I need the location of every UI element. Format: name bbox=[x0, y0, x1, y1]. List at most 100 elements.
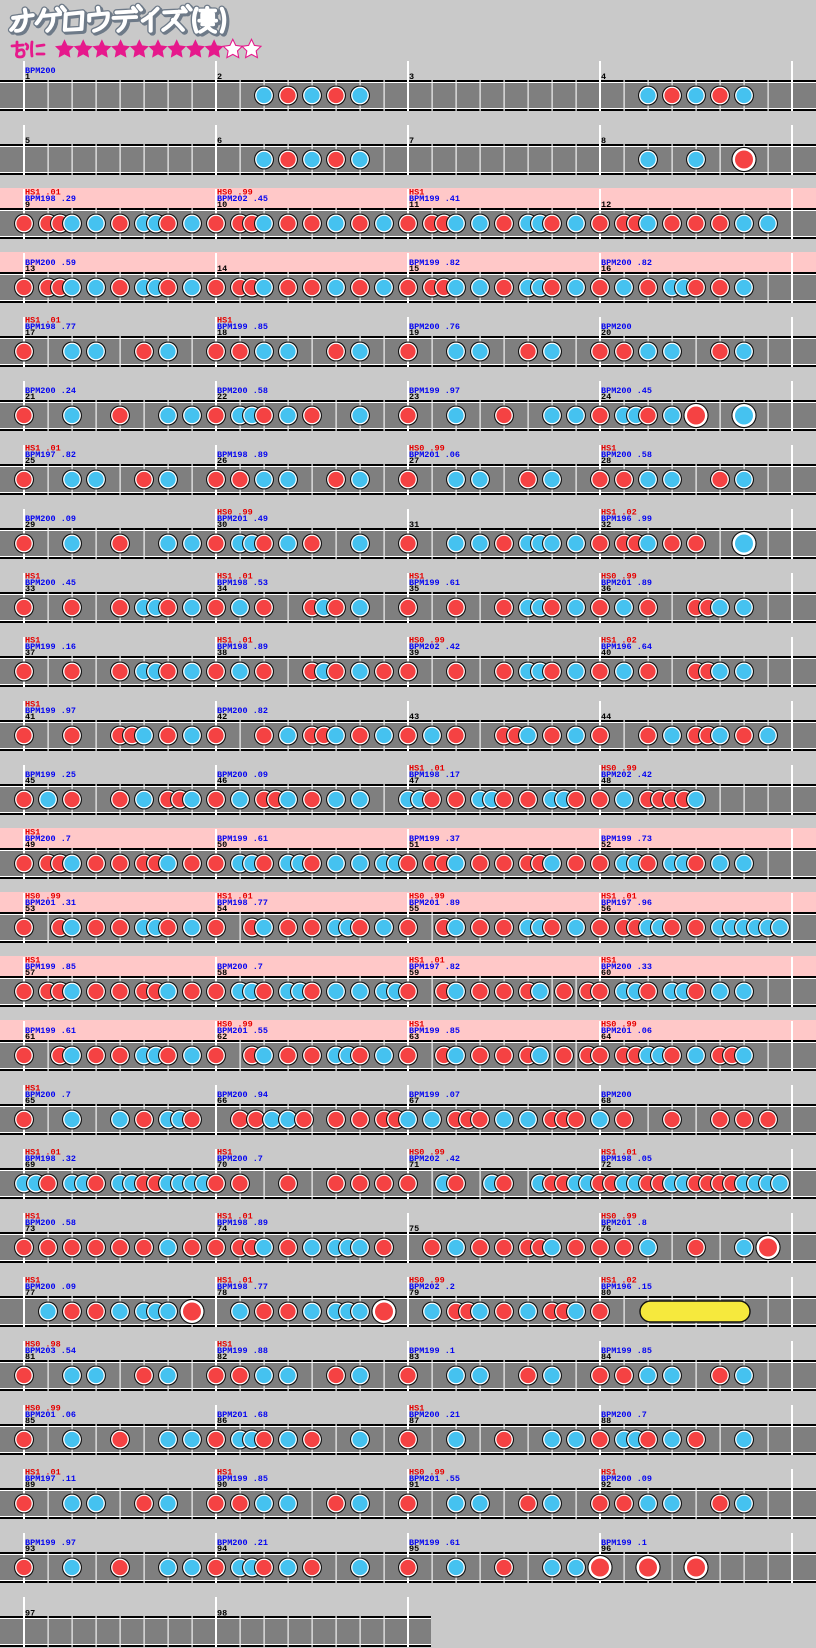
svg-text:BPM197 .11: BPM197 .11 bbox=[25, 1474, 76, 1484]
svg-text:BPM200 .09: BPM200 .09 bbox=[25, 514, 76, 524]
svg-text:BPM198 .17: BPM198 .17 bbox=[409, 770, 460, 780]
svg-text:BPM200 .33: BPM200 .33 bbox=[601, 962, 652, 972]
svg-text:40: 40 bbox=[601, 648, 611, 658]
svg-text:BPM199 .85: BPM199 .85 bbox=[409, 1026, 460, 1036]
svg-text:93: 93 bbox=[25, 1544, 35, 1554]
svg-text:BPM199 .61: BPM199 .61 bbox=[409, 1538, 460, 1548]
svg-text:BPM200 .59: BPM200 .59 bbox=[25, 258, 76, 268]
svg-text:94: 94 bbox=[217, 1544, 227, 1554]
svg-text:BPM199 .61: BPM199 .61 bbox=[25, 1026, 76, 1036]
svg-text:BPM198 .89: BPM198 .89 bbox=[217, 642, 268, 652]
svg-text:30: 30 bbox=[217, 520, 227, 530]
svg-text:BPM199 .85: BPM199 .85 bbox=[25, 962, 76, 972]
svg-text:BPM196 .64: BPM196 .64 bbox=[601, 642, 652, 652]
svg-text:74: 74 bbox=[217, 1224, 227, 1234]
svg-text:BPM199 .97: BPM199 .97 bbox=[409, 386, 460, 396]
svg-text:61: 61 bbox=[25, 1032, 35, 1042]
svg-text:37: 37 bbox=[25, 648, 35, 658]
svg-text:BPM199 .85: BPM199 .85 bbox=[601, 1346, 652, 1356]
svg-text:BPM200 .58: BPM200 .58 bbox=[601, 450, 652, 460]
svg-text:HS1 .02: HS1 .02 bbox=[601, 508, 637, 518]
svg-text:77: 77 bbox=[25, 1288, 35, 1298]
svg-text:HS1: HS1 bbox=[25, 1276, 40, 1286]
svg-text:HS1: HS1 bbox=[25, 572, 40, 582]
svg-text:BPM201 .55: BPM201 .55 bbox=[217, 1026, 268, 1036]
svg-text:BPM198 .53: BPM198 .53 bbox=[217, 578, 268, 588]
svg-text:69: 69 bbox=[25, 1160, 35, 1170]
svg-text:13: 13 bbox=[25, 264, 35, 274]
svg-text:BPM201 .06: BPM201 .06 bbox=[25, 1410, 76, 1420]
svg-text:36: 36 bbox=[601, 584, 611, 594]
svg-text:BPM202 .42: BPM202 .42 bbox=[409, 1154, 460, 1164]
svg-text:HS1: HS1 bbox=[25, 828, 40, 838]
svg-text:BPM200 .7: BPM200 .7 bbox=[25, 834, 71, 844]
svg-text:58: 58 bbox=[217, 968, 227, 978]
svg-text:33: 33 bbox=[25, 584, 35, 594]
svg-text:15: 15 bbox=[409, 264, 419, 274]
svg-text:67: 67 bbox=[409, 1096, 419, 1106]
svg-text:HS1: HS1 bbox=[25, 1212, 40, 1222]
svg-text:HS1 .01: HS1 .01 bbox=[25, 1148, 61, 1158]
svg-text:HS1 .02: HS1 .02 bbox=[601, 636, 637, 646]
svg-text:80: 80 bbox=[601, 1288, 611, 1298]
svg-text:49: 49 bbox=[25, 840, 35, 850]
svg-text:HS1 .01: HS1 .01 bbox=[409, 956, 445, 966]
svg-text:66: 66 bbox=[217, 1096, 227, 1106]
svg-text:BPM200: BPM200 bbox=[601, 1090, 632, 1100]
svg-text:BPM200 .82: BPM200 .82 bbox=[217, 706, 268, 716]
svg-text:BPM200 .09: BPM200 .09 bbox=[217, 770, 268, 780]
svg-text:62: 62 bbox=[217, 1032, 227, 1042]
svg-text:91: 91 bbox=[409, 1480, 419, 1490]
svg-text:5: 5 bbox=[25, 136, 30, 146]
svg-text:BPM200 .7: BPM200 .7 bbox=[217, 1154, 263, 1164]
svg-text:BPM198 .05: BPM198 .05 bbox=[601, 1154, 652, 1164]
svg-text:81: 81 bbox=[25, 1352, 35, 1362]
svg-text:59: 59 bbox=[409, 968, 419, 978]
svg-text:BPM200 .21: BPM200 .21 bbox=[409, 1410, 460, 1420]
svg-text:HS1 .01: HS1 .01 bbox=[25, 444, 61, 454]
svg-text:12: 12 bbox=[601, 200, 611, 210]
svg-text:HS1: HS1 bbox=[601, 1468, 616, 1478]
svg-text:BPM199 .07: BPM199 .07 bbox=[409, 1090, 460, 1100]
svg-text:BPM200 .09: BPM200 .09 bbox=[601, 1474, 652, 1484]
svg-text:BPM199 .85: BPM199 .85 bbox=[217, 322, 268, 332]
svg-text:HS1: HS1 bbox=[409, 1020, 424, 1030]
svg-text:BPM200 .45: BPM200 .45 bbox=[601, 386, 652, 396]
svg-text:BPM200 .94: BPM200 .94 bbox=[217, 1090, 268, 1100]
svg-text:HS1: HS1 bbox=[409, 188, 424, 198]
svg-text:51: 51 bbox=[409, 840, 419, 850]
svg-text:BPM203 .54: BPM203 .54 bbox=[25, 1346, 76, 1356]
svg-text:BPM201 .06: BPM201 .06 bbox=[601, 1026, 652, 1036]
svg-text:83: 83 bbox=[409, 1352, 419, 1362]
svg-text:BPM200 .09: BPM200 .09 bbox=[25, 1282, 76, 1292]
svg-text:BPM198 .89: BPM198 .89 bbox=[217, 450, 268, 460]
svg-text:BPM200 .58: BPM200 .58 bbox=[25, 1218, 76, 1228]
svg-text:HS1: HS1 bbox=[217, 1340, 232, 1350]
svg-text:HS0 .99: HS0 .99 bbox=[409, 892, 445, 902]
svg-text:16: 16 bbox=[601, 264, 611, 274]
svg-text:BPM198 .77: BPM198 .77 bbox=[217, 898, 268, 908]
svg-text:41: 41 bbox=[25, 712, 35, 722]
svg-text:BPM199 .37: BPM199 .37 bbox=[409, 834, 460, 844]
svg-text:47: 47 bbox=[409, 776, 419, 786]
svg-text:19: 19 bbox=[409, 328, 419, 338]
svg-text:34: 34 bbox=[217, 584, 227, 594]
svg-text:BPM200 .58: BPM200 .58 bbox=[217, 386, 268, 396]
svg-text:95: 95 bbox=[409, 1544, 419, 1554]
svg-text:84: 84 bbox=[601, 1352, 611, 1362]
svg-text:HS0 .99: HS0 .99 bbox=[217, 508, 253, 518]
svg-text:BPM201 .06: BPM201 .06 bbox=[409, 450, 460, 460]
svg-text:39: 39 bbox=[409, 648, 419, 658]
svg-text:HS1 .01: HS1 .01 bbox=[217, 892, 253, 902]
svg-text:BPM201 .89: BPM201 .89 bbox=[409, 898, 460, 908]
svg-text:BPM201 .89: BPM201 .89 bbox=[601, 578, 652, 588]
svg-text:70: 70 bbox=[217, 1160, 227, 1170]
svg-text:88: 88 bbox=[601, 1416, 611, 1426]
svg-text:HS1 .02: HS1 .02 bbox=[601, 1276, 637, 1286]
svg-text:HS0 .99: HS0 .99 bbox=[601, 572, 637, 582]
svg-text:32: 32 bbox=[601, 520, 611, 530]
svg-text:46: 46 bbox=[217, 776, 227, 786]
svg-text:BPM200 .21: BPM200 .21 bbox=[217, 1538, 268, 1548]
svg-text:BPM200 .76: BPM200 .76 bbox=[409, 322, 460, 332]
svg-text:63: 63 bbox=[409, 1032, 419, 1042]
